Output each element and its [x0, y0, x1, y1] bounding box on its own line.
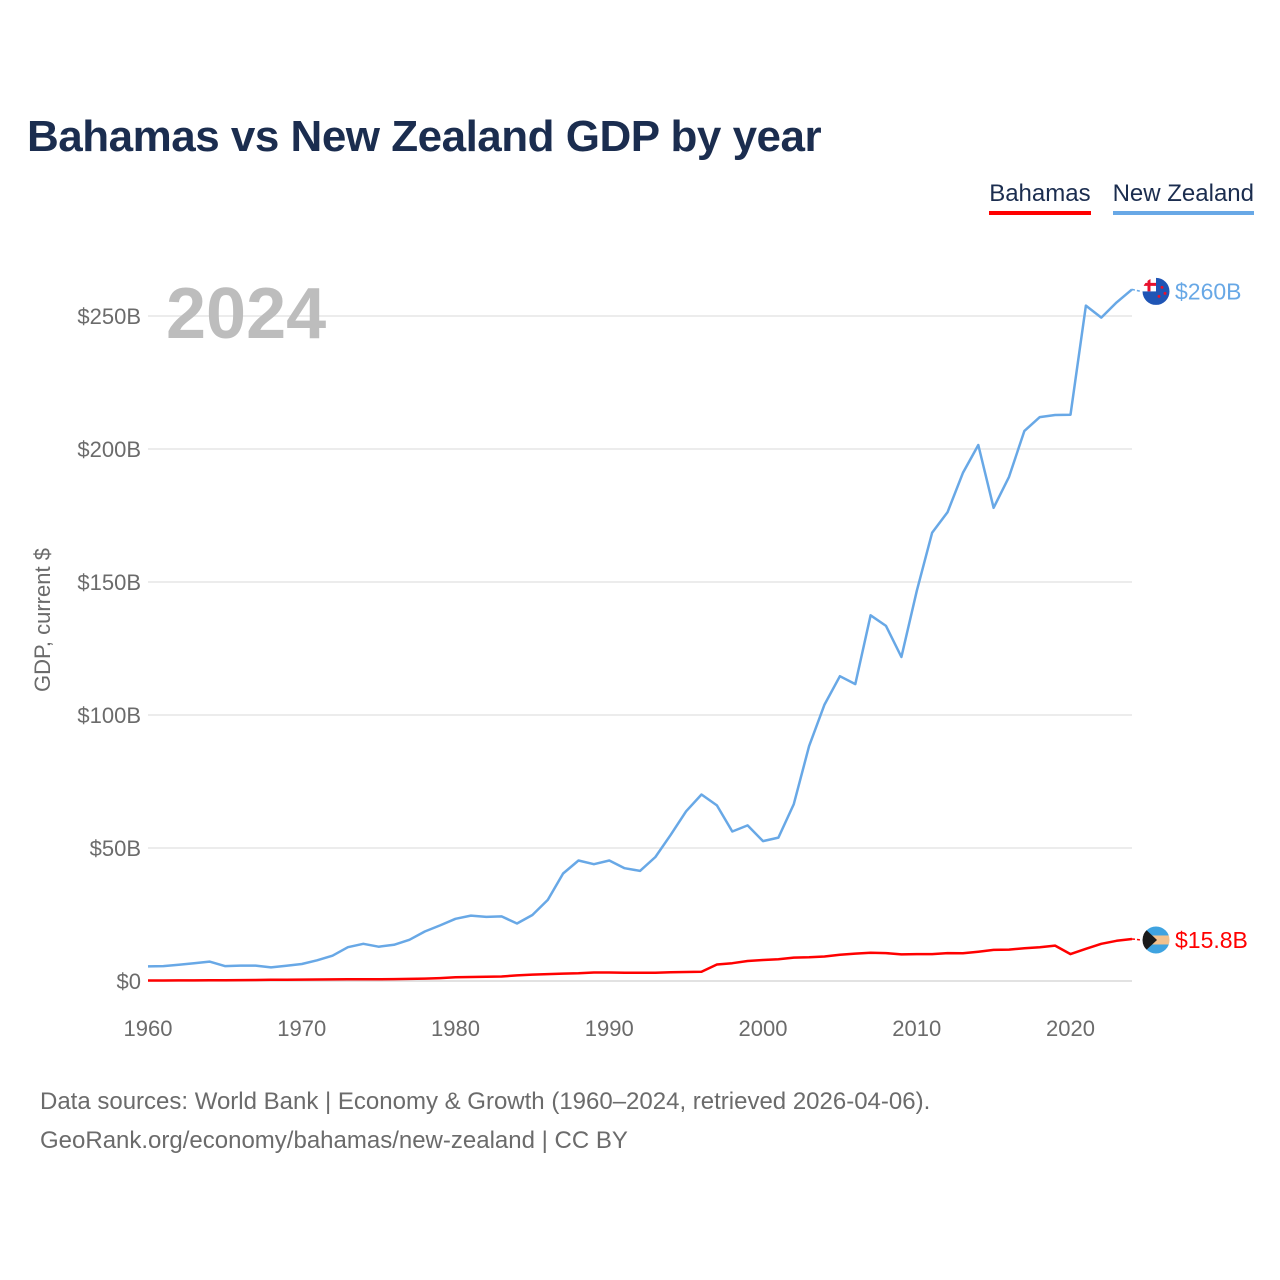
legend: Bahamas New Zealand	[989, 180, 1254, 215]
y-tick-label: $150B	[77, 570, 141, 595]
chart-title: Bahamas vs New Zealand GDP by year	[27, 112, 822, 161]
series-line-bahamas	[148, 937, 1133, 982]
x-tick-label: 2000	[739, 1016, 788, 1041]
y-tick-label: $250B	[77, 304, 141, 329]
y-tick-label: $200B	[77, 437, 141, 462]
end-value-label-new-zealand: $260B	[1175, 278, 1242, 304]
y-axis-label: GDP, current $	[30, 548, 55, 692]
end-value-label-bahamas: $15.8B	[1175, 927, 1248, 953]
x-tick-label: 1970	[277, 1016, 326, 1041]
data-sources-text: Data sources: World Bank | Economy & Gro…	[40, 1088, 931, 1115]
x-tick-label: 2020	[1046, 1016, 1095, 1041]
y-tick-label: $0	[117, 969, 141, 994]
x-tick-label: 1960	[124, 1016, 173, 1041]
new-zealand-flag-icon	[1141, 276, 1171, 306]
legend-item-new-zealand[interactable]: New Zealand	[1112, 180, 1254, 215]
series-line-new-zealand	[147, 288, 1133, 969]
legend-item-bahamas[interactable]: Bahamas	[989, 180, 1091, 215]
footer: Data sources: World Bank | Economy & Gro…	[40, 1082, 930, 1160]
bahamas-flag-icon	[1141, 925, 1171, 955]
x-tick-label: 1980	[431, 1016, 480, 1041]
x-tick-label: 2010	[892, 1016, 941, 1041]
x-tick-label: 1990	[585, 1016, 634, 1041]
end-connector-new-zealand	[1131, 288, 1142, 293]
end-connector-bahamas	[1131, 938, 1142, 941]
y-tick-label: $50B	[90, 836, 141, 861]
y-tick-label: $100B	[77, 703, 141, 728]
attribution-text: GeoRank.org/economy/bahamas/new-zealand …	[40, 1127, 628, 1154]
year-label: 2024	[166, 274, 326, 354]
